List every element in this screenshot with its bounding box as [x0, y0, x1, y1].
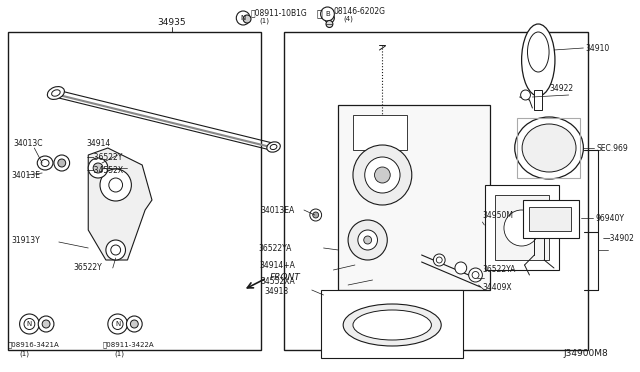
- Ellipse shape: [37, 156, 53, 170]
- Text: (4): (4): [343, 16, 353, 22]
- Circle shape: [326, 20, 333, 28]
- Ellipse shape: [47, 87, 65, 99]
- Circle shape: [365, 157, 400, 193]
- Circle shape: [88, 158, 108, 178]
- Circle shape: [472, 272, 479, 279]
- Ellipse shape: [527, 32, 549, 72]
- Ellipse shape: [522, 124, 576, 172]
- Text: —34552X: —34552X: [86, 166, 124, 174]
- Text: ⓝ08911-10B1G: ⓝ08911-10B1G: [251, 9, 308, 17]
- Text: 36522YA: 36522YA: [259, 244, 292, 253]
- Text: SEC.969: SEC.969: [596, 144, 628, 153]
- Text: (1): (1): [20, 351, 29, 357]
- Text: 34922: 34922: [549, 83, 573, 93]
- Circle shape: [433, 254, 445, 266]
- Circle shape: [348, 220, 387, 260]
- Bar: [529, 207, 571, 231]
- Ellipse shape: [353, 310, 431, 340]
- Text: 08146-6202G: 08146-6202G: [333, 6, 385, 16]
- Text: B: B: [325, 11, 330, 17]
- Ellipse shape: [267, 142, 280, 152]
- Text: 34013E: 34013E: [12, 170, 41, 180]
- Circle shape: [100, 169, 131, 201]
- Circle shape: [353, 145, 412, 205]
- Text: 96940Y: 96940Y: [595, 214, 624, 222]
- Bar: [299, 42, 490, 310]
- Circle shape: [321, 7, 334, 21]
- Circle shape: [324, 13, 334, 23]
- Bar: [485, 185, 559, 270]
- Bar: [339, 105, 490, 290]
- Text: 34409X: 34409X: [483, 283, 512, 292]
- Text: J34900M8: J34900M8: [563, 349, 608, 358]
- Circle shape: [374, 167, 390, 183]
- Text: N: N: [115, 321, 120, 327]
- Text: (1): (1): [260, 18, 270, 24]
- Circle shape: [358, 230, 378, 250]
- Bar: [534, 90, 542, 110]
- Text: 36522Y: 36522Y: [74, 263, 102, 273]
- Ellipse shape: [515, 117, 584, 179]
- Text: 34918: 34918: [265, 288, 289, 296]
- Circle shape: [93, 163, 103, 173]
- Circle shape: [236, 11, 250, 25]
- Text: 34950M: 34950M: [483, 211, 513, 219]
- Circle shape: [20, 314, 39, 334]
- Ellipse shape: [52, 90, 60, 96]
- Circle shape: [111, 245, 120, 255]
- Text: 31913Y: 31913Y: [12, 235, 40, 244]
- Circle shape: [42, 320, 50, 328]
- Text: —34902: —34902: [603, 234, 635, 243]
- Text: Ⓑ: Ⓑ: [317, 8, 323, 18]
- Text: 34013C: 34013C: [13, 138, 44, 148]
- Circle shape: [112, 318, 123, 330]
- Ellipse shape: [41, 160, 49, 167]
- Text: FRONT: FRONT: [269, 273, 300, 282]
- Bar: [495, 195, 549, 260]
- Bar: [516, 118, 580, 178]
- Circle shape: [468, 268, 483, 282]
- Ellipse shape: [343, 304, 441, 346]
- Text: —36522Y: —36522Y: [86, 153, 123, 161]
- Circle shape: [243, 15, 251, 23]
- Circle shape: [310, 209, 321, 221]
- Bar: [321, 290, 463, 358]
- Circle shape: [58, 159, 66, 167]
- Text: 34910: 34910: [586, 44, 609, 52]
- Bar: [353, 115, 407, 150]
- Circle shape: [54, 155, 70, 171]
- Bar: [8, 32, 261, 350]
- Circle shape: [127, 316, 142, 332]
- Polygon shape: [88, 148, 152, 260]
- Ellipse shape: [522, 24, 555, 96]
- Text: N: N: [241, 15, 246, 21]
- Circle shape: [24, 318, 35, 330]
- Circle shape: [520, 90, 531, 100]
- Text: ⓝ08911-3422A: ⓝ08911-3422A: [103, 342, 155, 348]
- Text: 34013EA: 34013EA: [261, 205, 295, 215]
- Text: 36522YA: 36522YA: [483, 266, 516, 275]
- Text: 34552XA: 34552XA: [261, 278, 296, 286]
- Circle shape: [38, 316, 54, 332]
- Circle shape: [364, 236, 372, 244]
- Text: ⓝ08916-3421A: ⓝ08916-3421A: [8, 342, 60, 348]
- Text: 34914+A: 34914+A: [260, 260, 296, 269]
- Circle shape: [504, 210, 540, 246]
- Text: 34935: 34935: [157, 17, 186, 26]
- Circle shape: [131, 320, 138, 328]
- Circle shape: [313, 212, 319, 218]
- Text: N: N: [27, 321, 32, 327]
- Bar: [523, 200, 579, 238]
- Text: (1): (1): [115, 351, 125, 357]
- Bar: [284, 32, 588, 350]
- Circle shape: [455, 262, 467, 274]
- Circle shape: [106, 240, 125, 260]
- Ellipse shape: [270, 144, 277, 150]
- Circle shape: [109, 178, 122, 192]
- Circle shape: [108, 314, 127, 334]
- Text: 34914: 34914: [86, 138, 111, 148]
- Circle shape: [436, 257, 442, 263]
